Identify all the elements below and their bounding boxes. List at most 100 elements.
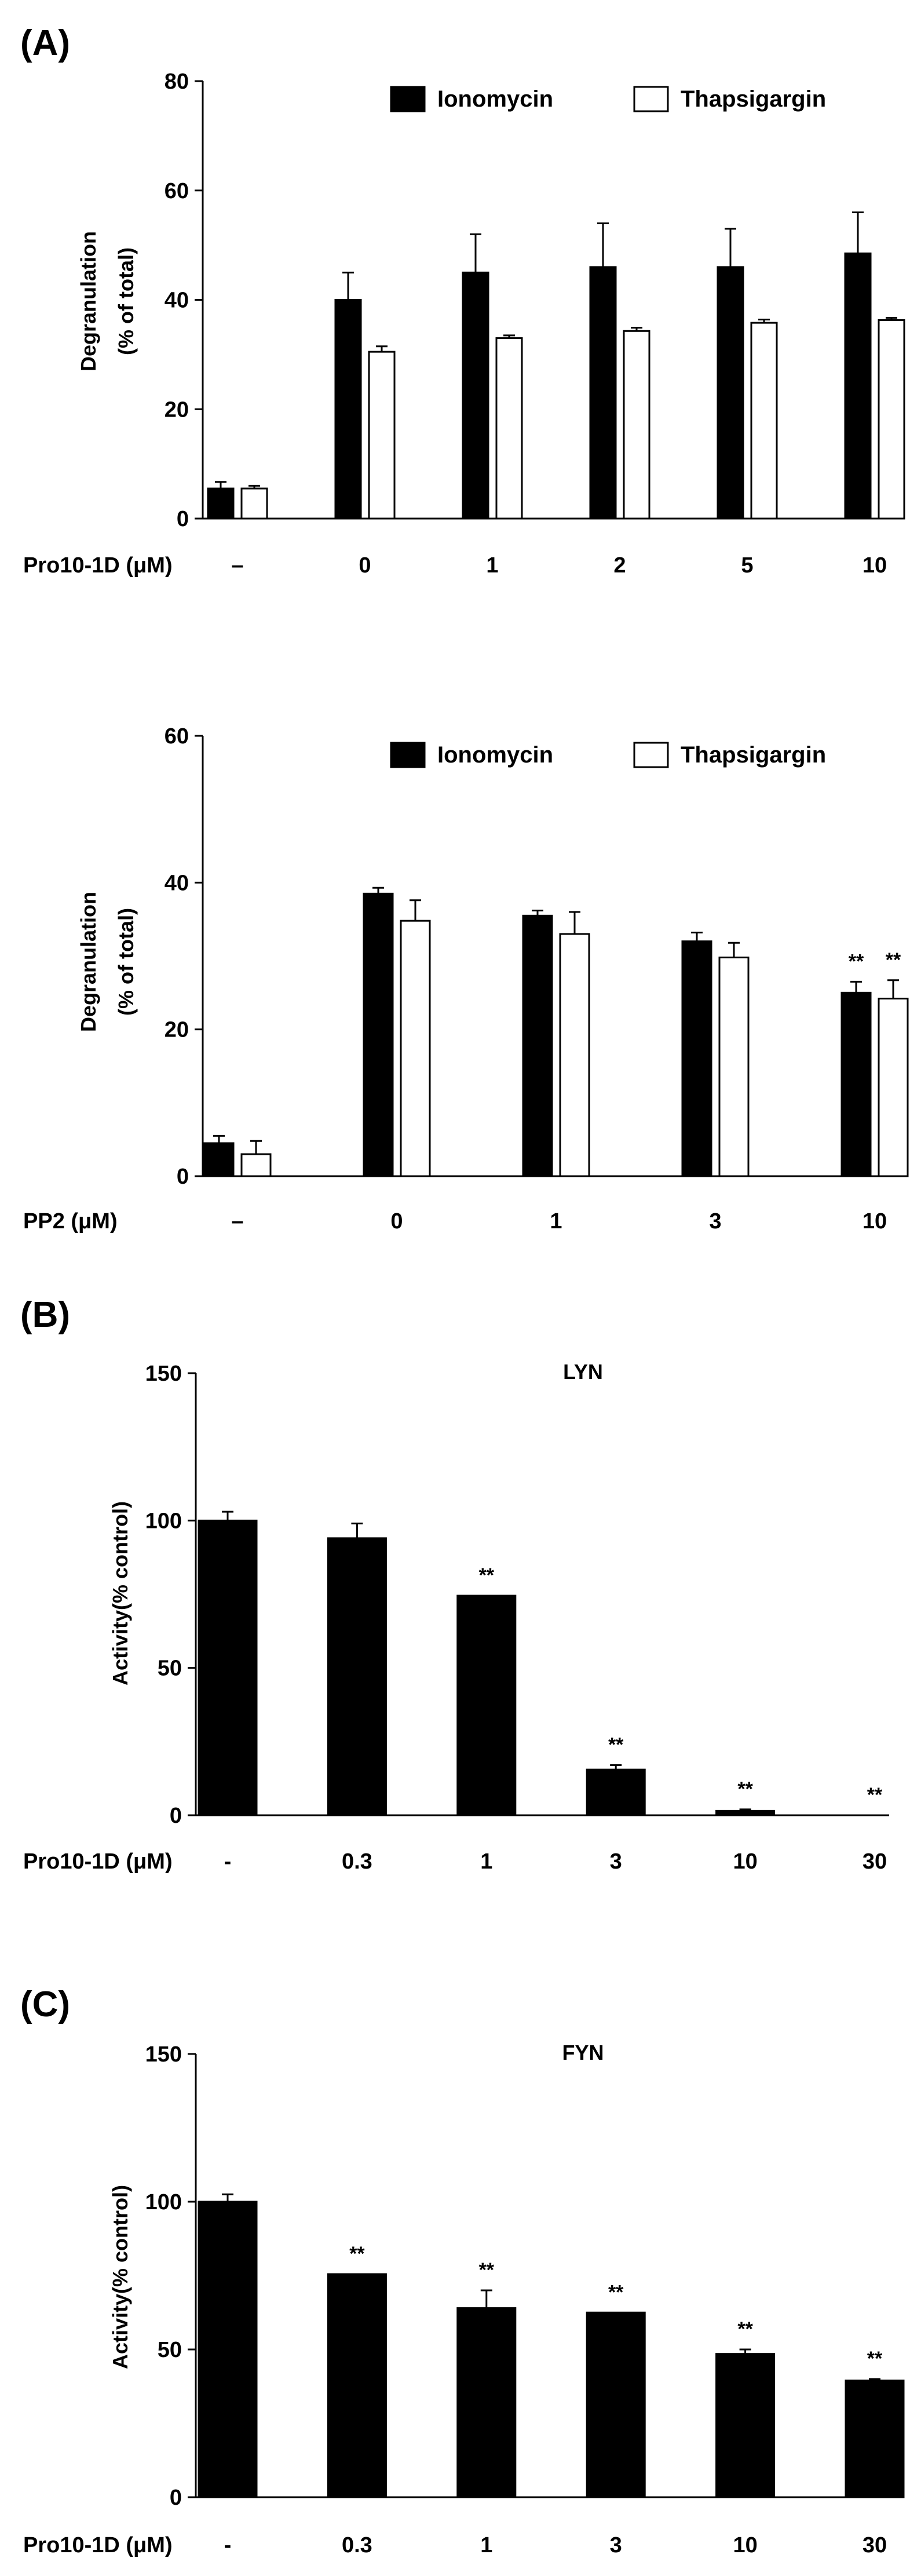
legend-swatch	[390, 86, 426, 112]
chart-title: FYN	[562, 2041, 604, 2064]
bar	[198, 1519, 258, 1816]
fyn-activity-chart: 0 50 100 150 Activity(% control) FYN Pro10-1D …	[23, 2041, 905, 2557]
panel-label-a: (A)	[20, 23, 70, 63]
legend-label: Thapsigargin	[681, 86, 826, 112]
x-category-label: 10	[863, 1209, 887, 1234]
x-category-label: 1	[550, 1209, 562, 1234]
y-tick-label: 0	[177, 1165, 189, 1189]
legend-swatch	[390, 742, 426, 768]
x-category-label: 1	[480, 2533, 492, 2557]
x-category-label: 5	[741, 553, 753, 578]
significance-label: **	[737, 1778, 753, 1800]
x-category-label: 0.3	[342, 1849, 372, 1874]
bar	[334, 299, 362, 520]
y-tick-label: 0	[170, 2486, 182, 2510]
y-tick-label: 100	[145, 2190, 182, 2214]
significance-label: **	[867, 2348, 883, 2370]
bar	[400, 920, 431, 1177]
x-category-label: 0.3	[342, 2533, 372, 2557]
y-axis-title: (% of total)	[114, 247, 138, 355]
legend-label: Ionomycin	[437, 86, 553, 112]
x-variable-label: Pro10-1D (μM)	[23, 553, 173, 578]
x-category-label: 1	[480, 1849, 492, 1874]
x-category-label: 0	[390, 1209, 403, 1234]
significance-label: **	[886, 949, 901, 971]
y-tick-label: 20	[165, 397, 189, 422]
x-category-label: -	[224, 2533, 232, 2557]
bar	[681, 940, 712, 1177]
x-category-label: 10	[733, 2533, 757, 2557]
y-tick-label: 0	[170, 1804, 182, 1828]
bar	[456, 1595, 517, 1816]
legend-label: Ionomycin	[437, 742, 553, 768]
chart-title: LYN	[563, 1360, 603, 1384]
bar	[368, 351, 396, 520]
bar	[718, 957, 750, 1177]
bar	[240, 487, 268, 520]
bar	[462, 271, 489, 520]
bar	[363, 892, 394, 1177]
bar	[586, 1768, 646, 1816]
legend-swatch	[633, 742, 669, 768]
degranulation-pp2-chart: 0 20 40 60 Degranulation (% of total) PP2 (μM)…	[23, 724, 909, 1234]
y-tick-label: 20	[165, 1018, 189, 1042]
y-tick-label: 60	[165, 179, 189, 203]
bar	[240, 1153, 272, 1177]
x-category-label: 3	[610, 2533, 622, 2557]
y-axis-title: Degranulation	[76, 231, 100, 371]
y-axis-title: Activity(% control)	[108, 2185, 132, 2369]
significance-label: **	[608, 2281, 624, 2303]
bar	[586, 2311, 646, 2498]
y-tick-label: 60	[165, 724, 189, 749]
y-tick-label: 40	[165, 289, 189, 313]
bar	[840, 991, 872, 1177]
bar	[715, 1809, 776, 1816]
x-category-label: 1	[486, 553, 498, 578]
bar	[522, 914, 553, 1177]
x-category-label: 2	[613, 553, 626, 578]
bar	[845, 2380, 905, 2498]
y-axis-title: Activity(% control)	[108, 1501, 132, 1685]
lyn-activity-chart: 0 50 100 150 Activity(% control) LYN Pro10-1D …	[23, 1360, 889, 1874]
bar	[456, 2307, 517, 2498]
x-category-label: -	[224, 1849, 232, 1874]
bar	[715, 2353, 776, 2498]
panel-label-c: (C)	[20, 1984, 70, 2024]
y-tick-label: 40	[165, 871, 189, 895]
x-category-label: 10	[733, 1849, 757, 1874]
bar	[559, 933, 590, 1177]
bar	[198, 2201, 258, 2498]
significance-label: **	[479, 1564, 495, 1586]
x-category-label: 3	[709, 1209, 721, 1234]
x-category-label: 3	[610, 1849, 622, 1874]
y-axis-title: (% of total)	[114, 908, 138, 1016]
x-category-label: –	[231, 553, 243, 578]
significance-label: **	[608, 1734, 624, 1756]
x-category-label: 10	[863, 553, 887, 578]
y-tick-label: 100	[145, 1509, 182, 1533]
y-tick-label: 150	[145, 1362, 182, 1386]
significance-label: **	[849, 950, 864, 972]
bar	[844, 252, 872, 520]
bar	[495, 337, 523, 520]
x-category-label: 30	[863, 1849, 887, 1874]
significance-label: **	[479, 2259, 495, 2281]
bar	[717, 266, 744, 520]
y-tick-label: 80	[165, 70, 189, 94]
legend-swatch	[633, 86, 669, 112]
bar	[878, 319, 905, 520]
bar	[623, 330, 650, 520]
x-category-label: 30	[863, 2533, 887, 2557]
degranulation-pro10-chart: 0 20 40 60 80 Degranulation (% of total) Pro10-…	[23, 70, 905, 578]
bar	[207, 487, 235, 520]
bar	[327, 1537, 387, 1816]
bar	[327, 2273, 387, 2498]
bar	[203, 1142, 235, 1177]
x-variable-label: PP2 (μM)	[23, 1209, 118, 1234]
bar	[878, 997, 909, 1177]
y-tick-label: 0	[177, 507, 189, 531]
bar	[750, 322, 778, 520]
x-variable-label: Pro10-1D (μM)	[23, 1849, 173, 1874]
y-tick-label: 50	[158, 1656, 182, 1681]
